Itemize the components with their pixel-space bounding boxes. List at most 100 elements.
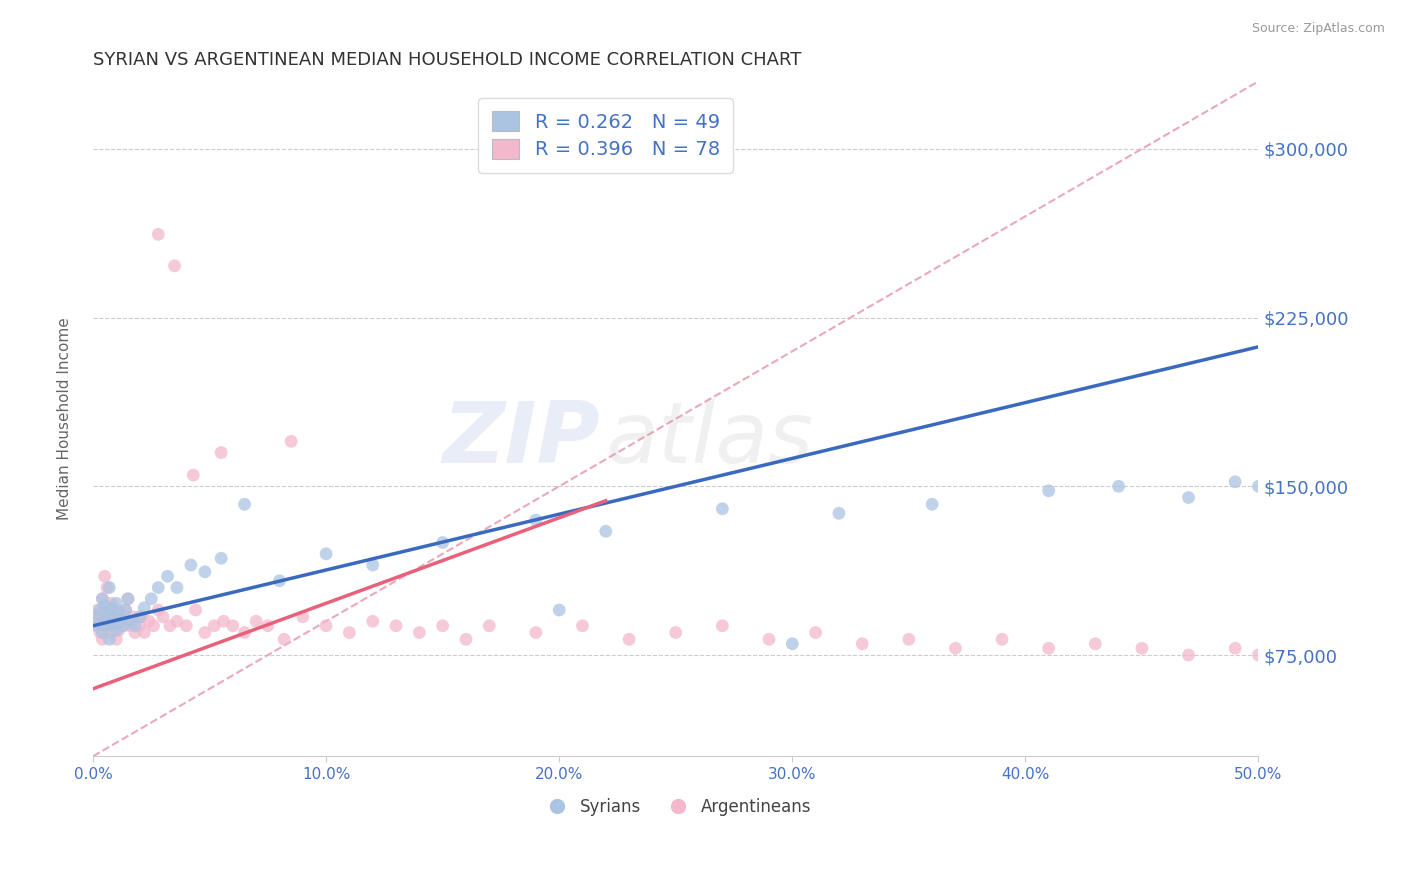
Point (159, 619, 181, 633)
Point (454, 632, 477, 647)
Point (98, 603, 121, 617)
Point (174, 619, 197, 633)
Point (93, 599, 115, 613)
Point (84, 609, 107, 624)
Point (478, 619, 501, 633)
Point (84, 615, 107, 629)
Point (107, 624, 129, 638)
Text: atlas: atlas (606, 398, 814, 481)
Point (524, 625, 547, 640)
Point (209, 551, 232, 566)
Point (202, 619, 225, 633)
Point (124, 625, 146, 640)
Point (1177, 491, 1199, 505)
Point (91, 632, 114, 647)
Point (112, 619, 135, 633)
Point (1084, 637, 1107, 651)
Point (128, 609, 150, 624)
Point (1108, 479, 1130, 493)
Point (897, 632, 920, 647)
Point (134, 625, 156, 640)
Point (1177, 648, 1199, 662)
Point (89, 609, 111, 624)
Point (1038, 641, 1060, 656)
Point (110, 609, 132, 624)
Point (93, 615, 115, 629)
Point (711, 501, 734, 516)
Point (117, 591, 139, 606)
Point (804, 625, 827, 640)
Point (245, 615, 267, 629)
Point (114, 603, 136, 617)
Point (385, 619, 408, 633)
Point (148, 581, 170, 595)
Point (1223, 475, 1246, 489)
Point (280, 434, 302, 449)
Point (1223, 641, 1246, 656)
Point (181, 468, 204, 483)
Point (665, 625, 688, 640)
Point (114, 603, 136, 617)
Point (361, 615, 384, 629)
Point (86, 619, 108, 633)
Point (105, 596, 128, 610)
Point (194, 565, 217, 579)
Text: Source: ZipAtlas.com: Source: ZipAtlas.com (1251, 22, 1385, 36)
Point (100, 600, 122, 615)
Point (96, 607, 118, 622)
Point (96, 609, 118, 624)
Point (91, 625, 114, 640)
Point (107, 605, 129, 619)
Legend: Syrians, Argentineans: Syrians, Argentineans (533, 791, 818, 822)
Point (100, 596, 122, 610)
Point (184, 603, 207, 617)
Point (315, 619, 337, 633)
Point (291, 609, 314, 624)
Point (828, 506, 851, 520)
Point (166, 615, 188, 629)
Point (96, 581, 118, 595)
Point (945, 641, 967, 656)
Point (86, 603, 108, 617)
Point (105, 632, 128, 647)
Point (180, 558, 202, 572)
Point (595, 524, 617, 539)
Point (105, 603, 128, 617)
Point (89, 625, 111, 640)
Point (432, 619, 454, 633)
Text: SYRIAN VS ARGENTINEAN MEDIAN HOUSEHOLD INCOME CORRELATION CHART: SYRIAN VS ARGENTINEAN MEDIAN HOUSEHOLD I… (93, 51, 801, 69)
Point (269, 574, 291, 588)
Point (571, 619, 593, 633)
Point (107, 615, 129, 629)
Point (128, 619, 150, 633)
Point (1247, 479, 1270, 493)
Point (103, 619, 125, 633)
Point (339, 625, 361, 640)
Point (120, 615, 142, 629)
Point (617, 632, 640, 647)
Point (124, 619, 146, 633)
Point (163, 259, 186, 273)
Point (98, 619, 121, 633)
Point (222, 619, 245, 633)
Point (96, 619, 118, 633)
Point (103, 609, 125, 624)
Point (156, 569, 179, 583)
Point (1130, 641, 1153, 656)
Point (256, 619, 278, 633)
Point (148, 603, 170, 617)
Point (112, 619, 135, 633)
Point (921, 497, 943, 511)
Point (209, 445, 232, 459)
Point (273, 632, 295, 647)
Point (432, 535, 454, 549)
Point (98, 581, 121, 595)
Y-axis label: Median Household Income: Median Household Income (58, 318, 72, 520)
Point (315, 547, 337, 561)
Point (212, 615, 235, 629)
Point (233, 497, 256, 511)
Point (91, 591, 114, 606)
Point (780, 637, 803, 651)
Point (138, 615, 160, 629)
Point (758, 632, 780, 647)
